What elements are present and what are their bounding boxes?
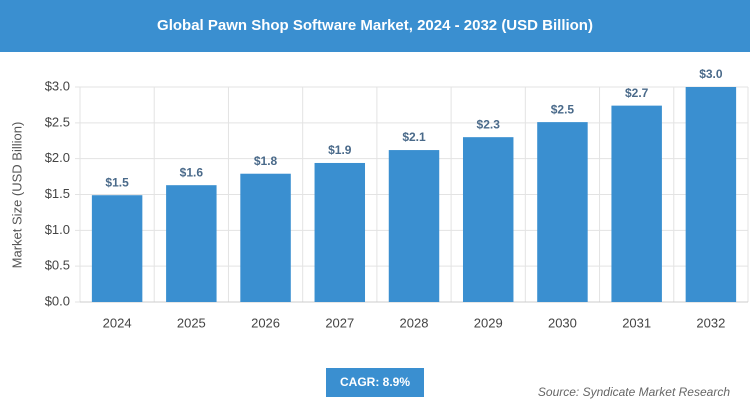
y-tick-label: $3.0 — [45, 78, 70, 93]
value-label: $2.5 — [551, 102, 575, 116]
cagr-label: CAGR: 8.9% — [340, 375, 410, 389]
bar — [462, 137, 514, 302]
source-note: Source: Syndicate Market Research — [538, 385, 730, 399]
x-tick-label: 2024 — [103, 315, 132, 330]
x-tick-label: 2026 — [251, 315, 280, 330]
value-label: $1.6 — [180, 165, 204, 179]
header-bar — [0, 0, 750, 52]
value-label: $1.8 — [254, 154, 278, 168]
value-label: $2.1 — [402, 130, 426, 144]
y-axis-label: Market Size (USD Billion) — [9, 122, 24, 269]
y-tick-label: $0.0 — [45, 293, 70, 308]
value-label: $1.9 — [328, 143, 352, 157]
chart-title: Global Pawn Shop Software Market, 2024 -… — [157, 17, 593, 34]
x-tick-label: 2025 — [177, 315, 206, 330]
x-tick-label: 2030 — [548, 315, 577, 330]
bar — [388, 150, 440, 302]
x-tick-label: 2028 — [400, 315, 429, 330]
bar — [537, 122, 588, 302]
x-tick-label: 2029 — [474, 315, 503, 330]
y-tick-label: $1.0 — [45, 222, 70, 237]
bar — [240, 173, 291, 302]
y-tick-label: $1.5 — [45, 186, 70, 201]
cagr-box — [326, 368, 424, 397]
y-tick-label: $2.5 — [45, 114, 70, 129]
bar — [166, 185, 217, 302]
x-tick-label: 2032 — [696, 315, 725, 330]
bar — [685, 87, 737, 302]
x-tick-label: 2027 — [325, 315, 354, 330]
bar — [611, 105, 662, 302]
value-label: $3.0 — [699, 67, 723, 81]
y-tick-label: $0.5 — [45, 258, 70, 273]
value-label: $2.7 — [625, 86, 649, 100]
y-tick-label: $2.0 — [45, 150, 70, 165]
bar — [91, 195, 143, 302]
value-label: $1.5 — [105, 175, 129, 189]
x-tick-label: 2031 — [622, 315, 651, 330]
value-label: $2.3 — [477, 117, 501, 131]
bar — [314, 162, 366, 302]
